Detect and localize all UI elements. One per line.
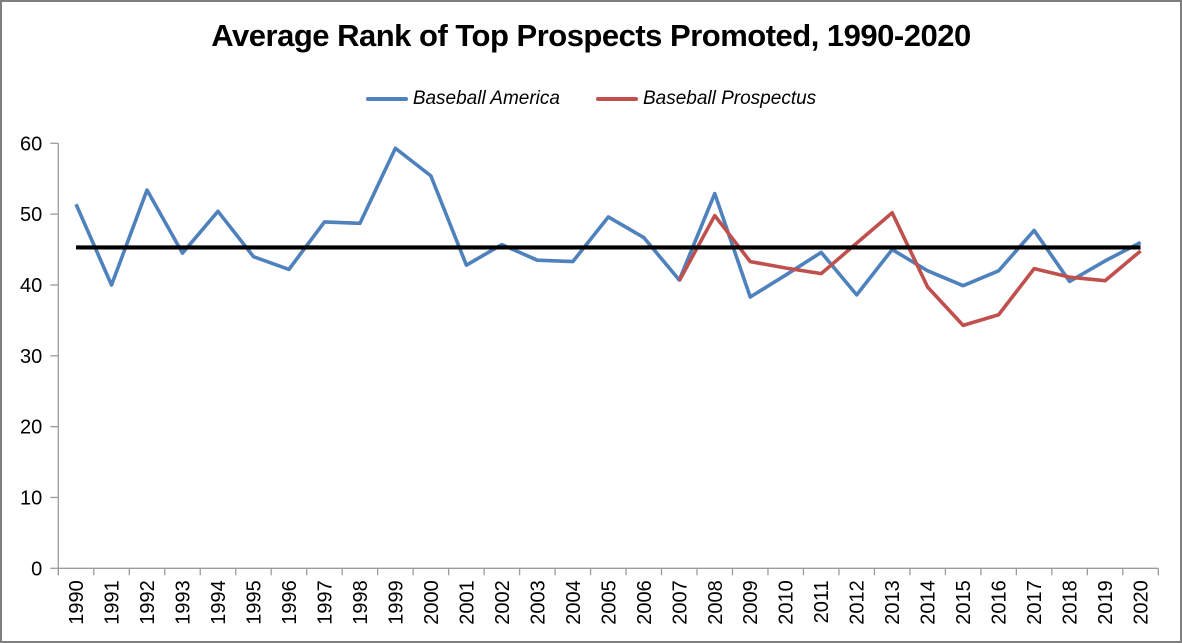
x-axis-label: 2017 [1024, 580, 1046, 625]
x-axis-label: 2015 [953, 580, 975, 625]
x-axis-label: 1994 [208, 580, 230, 625]
x-axis-label: 1993 [172, 580, 194, 625]
x-axis-label: 1990 [66, 580, 88, 625]
series-line-baseball-america [74, 146, 1142, 299]
x-axis-label: 2002 [492, 580, 514, 625]
x-axis-label: 1991 [102, 580, 124, 625]
legend-label: Baseball Prospectus [642, 88, 817, 109]
x-axis-label: 1999 [385, 580, 407, 625]
y-axis-label: 0 [31, 558, 42, 580]
chart-title: Average Rank of Top Prospects Promoted, … [211, 18, 971, 53]
legend-item-baseball-america: Baseball America [365, 88, 560, 110]
legend-item-baseball-prospectus: Baseball Prospectus [595, 88, 817, 110]
x-axis-label: 2020 [1131, 580, 1153, 625]
x-axis-label: 2011 [811, 580, 833, 623]
x-axis-label: 2018 [1060, 580, 1082, 625]
y-axis-label: 20 [20, 417, 42, 439]
y-axis-label: 40 [20, 275, 42, 297]
x-axis-label: 2012 [847, 580, 869, 625]
x-axis-label: 2019 [1095, 580, 1117, 625]
y-axis-label: 60 [20, 133, 42, 155]
x-axis-label: 1992 [137, 580, 159, 625]
x-axis-label: 1995 [243, 580, 265, 625]
x-axis-label: 1998 [350, 580, 372, 625]
legend-swatch-blue-line [365, 97, 408, 101]
x-axis-label: 1996 [279, 580, 301, 625]
x-axis-label: 2009 [740, 580, 762, 625]
x-axis-label: 2004 [563, 580, 585, 625]
y-axis-label: 10 [20, 487, 42, 509]
x-axis-label: 2007 [669, 580, 691, 625]
x-axis-label: 2013 [882, 580, 904, 625]
series-line-baseball-prospectus [677, 210, 1142, 328]
x-axis-label: 2010 [776, 580, 798, 625]
x-axis-label: 2016 [989, 580, 1011, 625]
x-axis-label: 2014 [918, 580, 940, 625]
x-axis-label: 2000 [421, 580, 443, 625]
legend: Baseball America Baseball Prospectus [2, 88, 1180, 110]
x-axis-label: 2001 [456, 580, 478, 625]
x-axis-label: 2005 [598, 580, 620, 625]
legend-label: Baseball America [412, 88, 560, 109]
x-axis-label: 2003 [527, 580, 549, 625]
y-axis-label: 30 [20, 346, 42, 368]
x-axis-label: 1997 [314, 580, 336, 625]
y-axis-label: 50 [20, 204, 42, 226]
x-axis-label: 2008 [705, 580, 727, 625]
legend-swatch-red-line [595, 97, 638, 101]
x-axis-label: 2006 [634, 580, 656, 625]
